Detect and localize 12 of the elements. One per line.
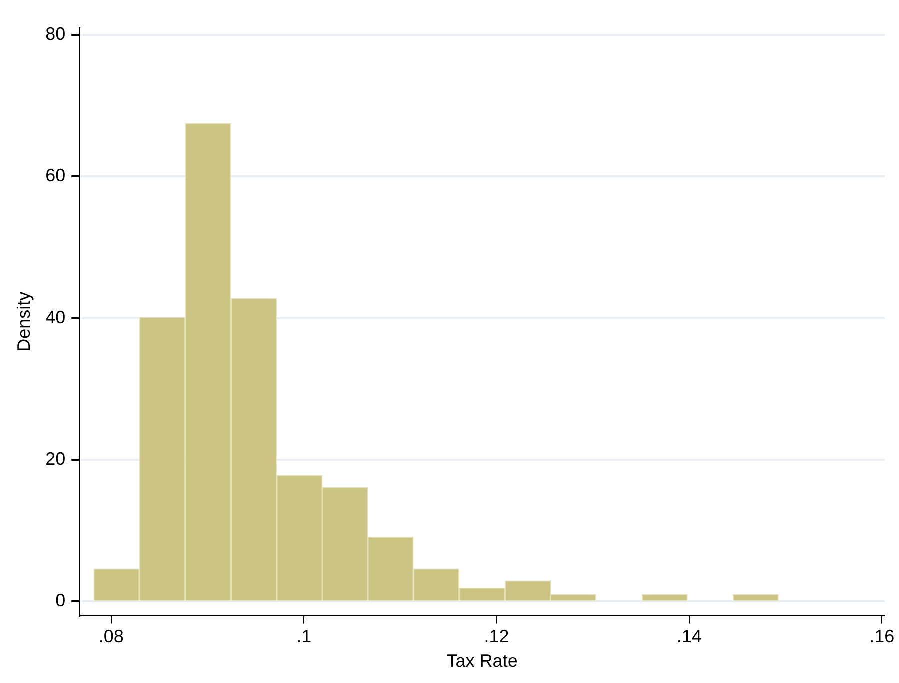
y-axis-title: Density — [14, 292, 34, 352]
y-tick-label: 0 — [56, 590, 66, 611]
x-tick-label: .12 — [484, 626, 510, 647]
y-tick-label: 20 — [46, 448, 66, 469]
x-tick-label: .08 — [98, 626, 124, 647]
x-tick-label: .1 — [296, 626, 312, 647]
y-tick-label: 40 — [46, 307, 66, 328]
x-tick-label: .14 — [676, 626, 702, 647]
y-tick-label: 60 — [46, 166, 66, 186]
x-axis-title: Tax Rate — [446, 651, 518, 672]
y-tick-label: 80 — [46, 24, 66, 44]
x-tick-label: .16 — [870, 626, 895, 647]
